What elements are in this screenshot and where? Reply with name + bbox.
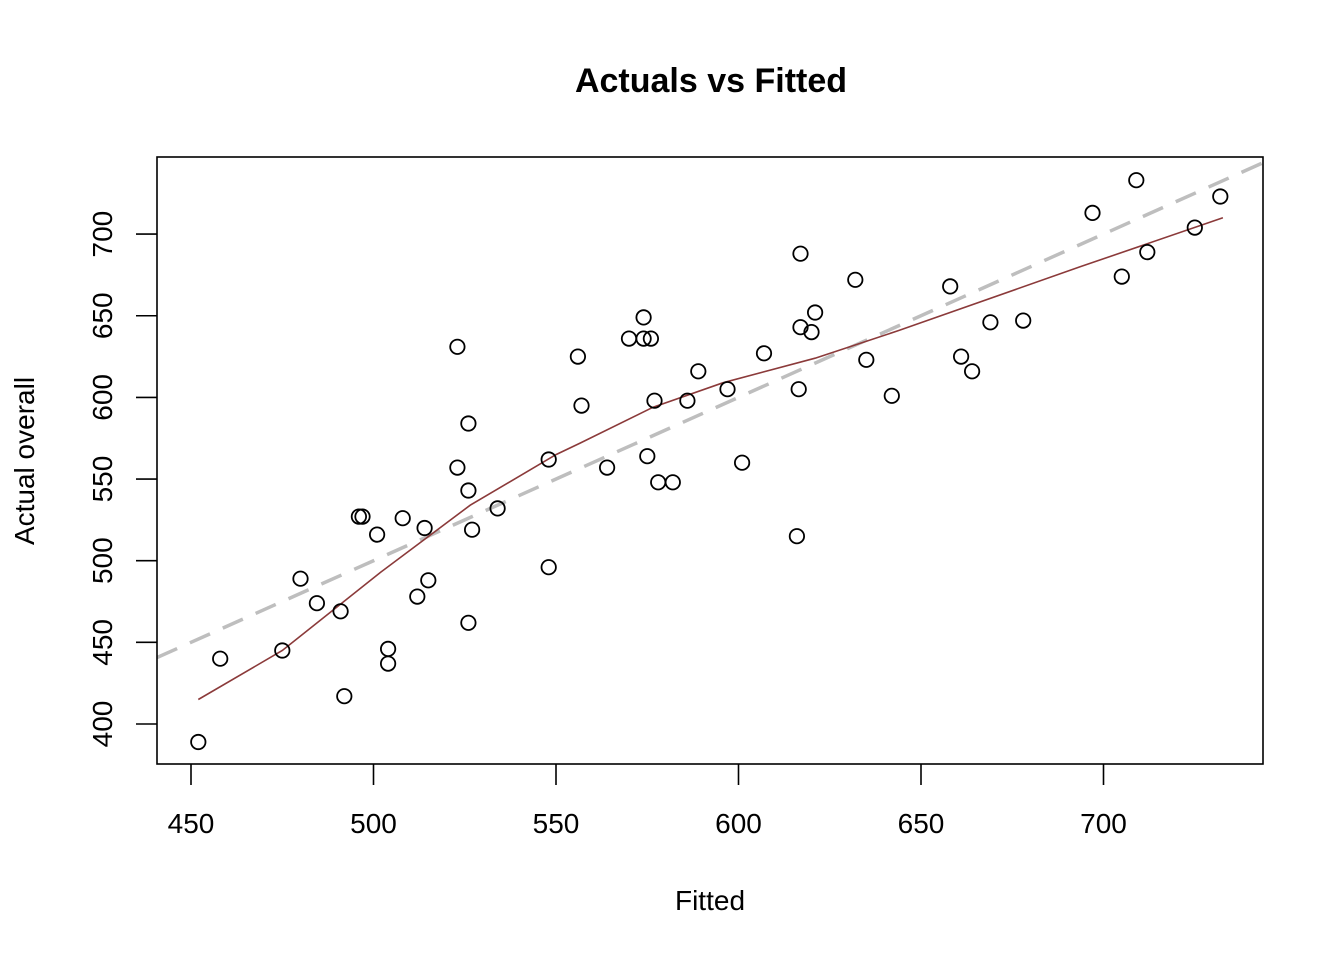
data-point xyxy=(790,381,807,398)
x-tick-label: 650 xyxy=(898,808,945,839)
x-tick-label: 700 xyxy=(1080,808,1127,839)
x-tick-label: 500 xyxy=(350,808,397,839)
data-point xyxy=(212,650,229,667)
data-point xyxy=(1015,312,1032,329)
data-point xyxy=(379,655,397,672)
data-point xyxy=(650,474,667,491)
data-point xyxy=(1139,244,1156,261)
data-point xyxy=(569,348,587,365)
data-point xyxy=(883,387,900,404)
y-tick-label: 450 xyxy=(87,619,118,666)
y-axis-label: Actual overall xyxy=(9,377,40,545)
y-tick-label: 550 xyxy=(87,456,118,503)
data-point xyxy=(460,415,477,432)
data-point xyxy=(733,454,751,471)
data-point xyxy=(460,614,477,631)
data-point xyxy=(635,309,652,326)
data-point xyxy=(1084,204,1101,221)
data-point xyxy=(982,314,999,331)
data-point xyxy=(952,348,970,365)
data-point xyxy=(463,521,481,538)
data-point xyxy=(788,528,806,545)
data-point xyxy=(755,345,773,362)
data-point xyxy=(292,570,309,587)
y-axis: 400 450 500 550 600 650 700 xyxy=(87,211,157,748)
x-tick-label: 550 xyxy=(533,808,580,839)
data-point xyxy=(190,733,207,751)
data-point xyxy=(1212,188,1229,205)
data-point xyxy=(336,688,353,705)
data-point xyxy=(449,459,466,476)
data-point xyxy=(1186,219,1203,236)
data-point xyxy=(858,351,875,368)
y-tick-label: 400 xyxy=(87,701,118,748)
data-point xyxy=(942,278,959,295)
data-point xyxy=(847,271,864,288)
chart-title: Actuals vs Fitted xyxy=(575,62,847,100)
y-tick-label: 650 xyxy=(87,292,118,339)
data-point xyxy=(420,572,437,589)
data-point xyxy=(540,559,557,576)
scatter-points xyxy=(190,172,1229,751)
data-point xyxy=(642,330,660,347)
data-point xyxy=(394,510,411,527)
reference-line xyxy=(157,161,1263,660)
data-point xyxy=(409,588,426,605)
data-point xyxy=(690,363,707,380)
y-tick-label: 600 xyxy=(87,374,118,421)
x-tick-label: 600 xyxy=(715,808,762,839)
y-tick-label: 700 xyxy=(87,211,118,258)
data-point xyxy=(368,526,386,543)
data-point xyxy=(806,304,824,321)
y-equals-x-line xyxy=(157,161,1263,660)
data-point xyxy=(598,459,616,476)
data-point xyxy=(489,500,506,517)
data-point xyxy=(1128,172,1145,189)
x-axis-label: Fitted xyxy=(675,885,745,916)
loess-smoother xyxy=(197,217,1224,701)
data-point xyxy=(449,338,466,355)
data-point xyxy=(792,319,809,336)
data-point xyxy=(332,603,349,620)
plot-frame xyxy=(156,156,1264,765)
data-point xyxy=(308,595,325,612)
data-point xyxy=(679,392,696,409)
data-point xyxy=(719,381,736,398)
x-tick-label: 450 xyxy=(168,808,215,839)
data-point xyxy=(803,323,820,341)
data-point xyxy=(639,448,656,465)
data-point xyxy=(664,474,681,491)
data-point xyxy=(416,519,433,537)
x-axis: 450 500 550 600 650 700 xyxy=(168,764,1127,839)
data-point xyxy=(573,397,590,414)
data-point xyxy=(540,451,557,468)
data-point xyxy=(646,392,663,409)
data-point xyxy=(379,640,397,658)
data-point xyxy=(460,482,477,499)
data-point xyxy=(792,245,809,262)
data-point xyxy=(350,508,367,525)
smoother-line xyxy=(197,217,1224,701)
y-tick-label: 500 xyxy=(87,537,118,584)
data-point xyxy=(1113,268,1130,285)
data-point xyxy=(620,330,638,347)
data-point xyxy=(354,508,371,525)
data-point xyxy=(274,642,291,659)
data-point xyxy=(963,363,981,380)
data-point xyxy=(635,330,652,347)
